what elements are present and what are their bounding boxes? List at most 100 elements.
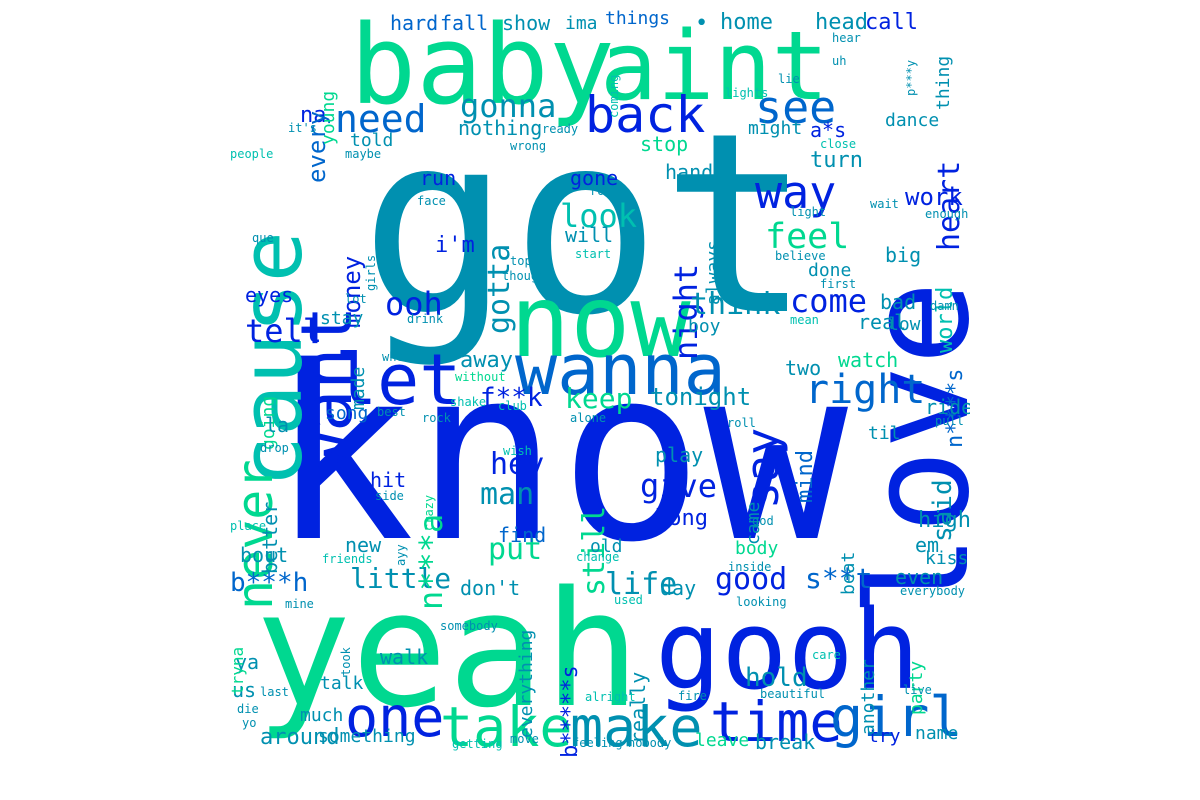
word-beat: beat <box>838 551 859 595</box>
word-maybe: maybe <box>345 147 382 161</box>
word-come: come <box>790 282 868 320</box>
word-sk: s**t <box>805 562 873 595</box>
word-feeling: feeling <box>572 736 623 750</box>
word-fall: fall <box>440 11 489 35</box>
word-stay: stay <box>320 308 364 329</box>
word-top: top <box>510 254 532 268</box>
word-hands: hands <box>665 160 726 184</box>
word-name: name <box>915 723 959 744</box>
word-another: another <box>858 658 879 735</box>
word-good: good <box>715 562 788 597</box>
word-know: know <box>270 315 848 595</box>
word-die: die <box>237 702 259 716</box>
word-alright: alright <box>585 690 636 704</box>
word-em: em <box>915 533 940 557</box>
word-took: took <box>339 647 353 677</box>
word-watch: watch <box>838 348 899 372</box>
word-face: face <box>417 194 446 208</box>
word-away: away <box>460 348 513 373</box>
word-way: way <box>755 166 837 219</box>
word-cloud: got know yeah gooh love baby aint now cause wanna… <box>230 10 970 760</box>
word-man: man <box>480 477 535 512</box>
word-rock: rock <box>422 411 451 425</box>
word-thing: thing <box>933 55 954 110</box>
word-baby: baby <box>350 10 615 129</box>
word-hear: hear <box>832 31 861 45</box>
word-gonna: gonna <box>460 87 557 125</box>
word-as: a*s <box>810 118 847 142</box>
word-take: take <box>440 695 573 759</box>
word-work: work <box>905 183 963 211</box>
word-play: play <box>655 443 704 467</box>
word-til: til <box>868 423 901 444</box>
word-beautiful: beautiful <box>760 687 826 701</box>
word-us: us <box>232 678 257 702</box>
word-gone: gone <box>570 166 619 190</box>
word-move: move <box>510 732 539 746</box>
word-right: right <box>805 367 926 413</box>
word-try: try <box>868 726 901 747</box>
word-everybody: everybody <box>900 584 966 598</box>
word-yeah: yeah <box>255 556 641 743</box>
word-ready: ready <box>542 122 579 136</box>
word-say: say <box>736 427 789 509</box>
word-ayy: ayy <box>394 544 408 567</box>
word-bad: bad <box>880 290 917 314</box>
word-mind: mind <box>793 450 818 504</box>
word-always: always <box>703 239 724 305</box>
word-first: first <box>820 277 857 291</box>
word-even: even <box>895 565 944 589</box>
word-ooh: ooh <box>385 285 443 323</box>
word-two: two <box>785 356 822 380</box>
word-though: though <box>502 269 546 283</box>
word-around: around <box>260 725 340 750</box>
word-damn: damn <box>930 299 959 313</box>
word-might: might <box>748 118 803 139</box>
word-drink: drink <box>407 312 444 326</box>
word-lights: lights <box>725 86 769 100</box>
word-walk: walk <box>380 645 429 669</box>
word-crazy: crazy <box>422 495 436 532</box>
word-lie: lie <box>778 72 800 86</box>
word-mean: mean <box>790 313 819 327</box>
word-getting: getting <box>452 737 503 751</box>
word-na: na <box>300 103 327 128</box>
word-song: song <box>325 403 369 424</box>
word-think: think <box>690 287 781 322</box>
word-fire: fire <box>678 689 707 703</box>
word-live: live <box>903 683 932 697</box>
word-dont: don't <box>460 576 521 600</box>
word-kiss: kiss <box>925 548 969 569</box>
word-things: things <box>605 10 671 29</box>
word-dance: dance <box>885 110 940 131</box>
word-care: care <box>812 648 841 662</box>
word-bullet: • <box>695 11 709 36</box>
word-nothing: nothing <box>458 116 543 140</box>
word-girls: girls <box>364 255 378 292</box>
word-talk: talk <box>320 673 364 694</box>
word-tell: tell <box>245 312 323 350</box>
word-shake: shake <box>450 395 487 409</box>
word-pull: pull <box>935 414 964 428</box>
word-run: run <box>420 166 457 190</box>
word-py: p***y <box>904 60 918 97</box>
word-believe: believe <box>775 249 826 263</box>
word-everything: everything <box>516 629 537 738</box>
word-body: body <box>735 538 779 559</box>
word-call: call <box>865 10 918 35</box>
word-head: head <box>815 10 868 35</box>
word-bh: b***h <box>230 568 309 598</box>
word-best: best <box>377 405 406 419</box>
word-see: see <box>755 81 837 134</box>
word-one: one <box>345 685 445 749</box>
word-find: find <box>498 523 547 547</box>
word-nobody: nobody <box>628 736 672 750</box>
word-hey: hey <box>490 447 545 482</box>
word-eyes: eyes <box>245 283 294 307</box>
word-much: much <box>300 705 344 726</box>
word-people: people <box>230 147 274 161</box>
word-wanna: wanna <box>515 329 726 411</box>
word-make: make <box>570 695 703 759</box>
word-wish: wish <box>503 444 532 458</box>
word-hand: hand <box>383 232 394 257</box>
